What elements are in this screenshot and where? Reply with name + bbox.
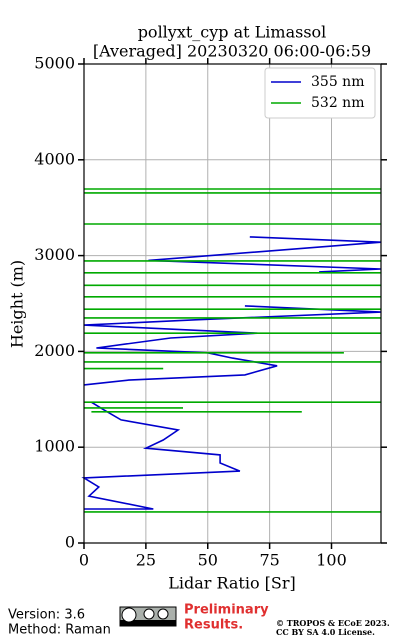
y-axis-label: Height (m) (8, 260, 27, 348)
y-tick-label: 5000 (34, 54, 75, 73)
x-tick-label: 0 (79, 551, 89, 570)
y-tick-label: 0 (65, 533, 75, 552)
legend-label: 355 nm (311, 74, 364, 90)
plot-frame (83, 63, 382, 544)
copyright: © TROPOS & ECoE 2023. (276, 618, 390, 628)
x-tick-label: 75 (259, 551, 279, 570)
license: CC BY SA 4.0 License. (276, 627, 375, 637)
x-tick-label: 25 (136, 551, 156, 570)
y-tick-label: 4000 (34, 149, 75, 168)
y-tick-label: 1000 (34, 437, 75, 456)
x-tick-label: 100 (316, 551, 347, 570)
x-tick-label: 50 (198, 551, 218, 570)
data-line (84, 188, 381, 513)
version: Version: 3.6 (8, 608, 85, 623)
legend-label: 532 nm (311, 95, 364, 111)
y-tick-label: 3000 (34, 245, 75, 264)
cc-logo (119, 606, 177, 627)
method: Method: Raman (8, 623, 111, 638)
legend-box (264, 67, 376, 119)
notice: Preliminary (184, 603, 269, 618)
chart-subtitle: [Averaged] 20230320 06:00-06:59 (93, 42, 371, 61)
notice: Results. (184, 618, 243, 633)
chart-title: pollyxt_cyp at Limassol (138, 23, 327, 42)
x-axis-label: Lidar Ratio [Sr] (168, 574, 296, 593)
data-line (81, 236, 382, 510)
y-tick-label: 2000 (34, 341, 75, 360)
